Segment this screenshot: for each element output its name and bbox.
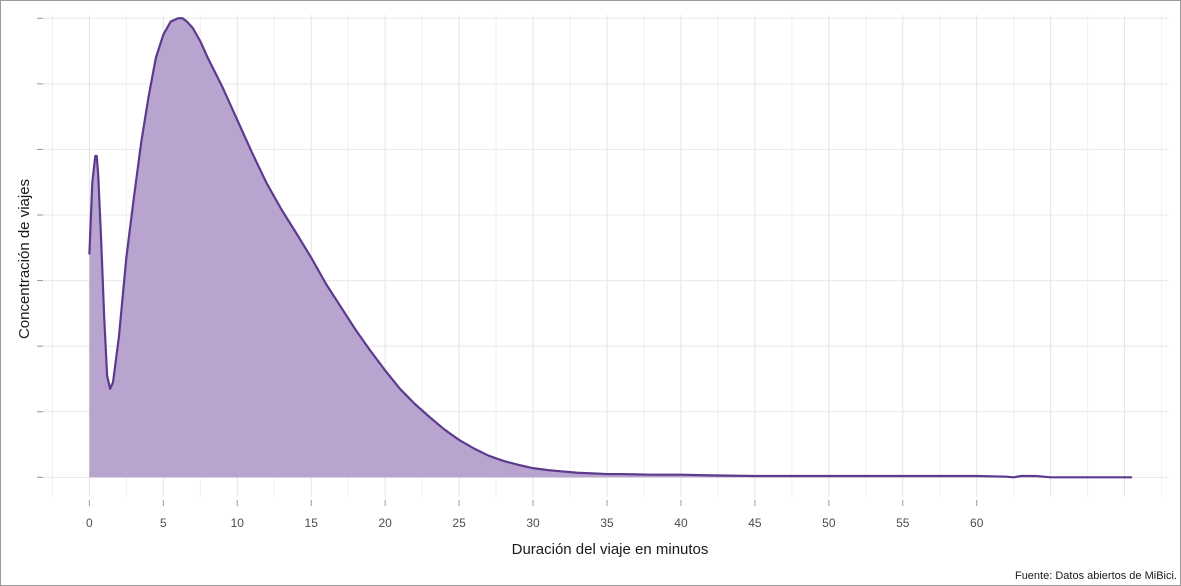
x-tick-label: 15 <box>305 516 319 530</box>
x-tick-label: 5 <box>160 516 167 530</box>
x-tick-label: 50 <box>822 516 836 530</box>
x-tick-label: 60 <box>970 516 984 530</box>
x-tick-label: 25 <box>452 516 466 530</box>
x-tick-label: 0 <box>86 516 93 530</box>
source-caption: Fuente: Datos abiertos de MiBici. <box>1015 570 1177 582</box>
grid-layer <box>37 15 1169 497</box>
x-tick-label: 30 <box>526 516 540 530</box>
y-tick-marks <box>37 17 43 478</box>
x-tick-label: 45 <box>748 516 762 530</box>
density-area-fill <box>89 18 1133 478</box>
density-line <box>88 17 1133 479</box>
x-tick-label: 35 <box>600 516 614 530</box>
x-tick-label: 10 <box>231 516 245 530</box>
x-axis-title: Duración del viaje en minutos <box>512 541 709 558</box>
x-tick-layer: 0 5 10 15 20 25 30 35 40 45 50 55 60 <box>86 500 984 530</box>
x-tick-label: 40 <box>674 516 688 530</box>
y-axis-title: Concentración de viajes <box>16 179 33 339</box>
area-layer <box>88 17 1133 479</box>
x-tick-label: 20 <box>378 516 392 530</box>
x-tick-label: 55 <box>896 516 910 530</box>
